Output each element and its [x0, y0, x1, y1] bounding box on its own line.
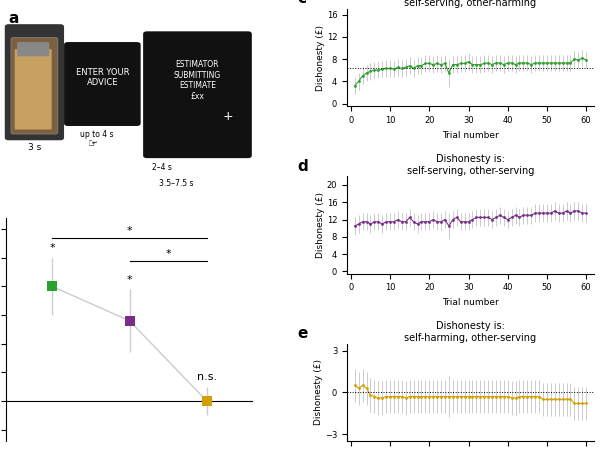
Text: a: a: [8, 11, 19, 26]
Text: e: e: [298, 326, 308, 341]
Text: d: d: [298, 159, 308, 174]
X-axis label: Trial number: Trial number: [442, 298, 499, 307]
Y-axis label: Dishonesty (£): Dishonesty (£): [314, 360, 323, 425]
Title: Dishonesty is:
self-harming, other-serving: Dishonesty is: self-harming, other-servi…: [404, 321, 536, 343]
Title: Dishonesty is:
self-serving, other-serving: Dishonesty is: self-serving, other-servi…: [407, 154, 534, 176]
FancyBboxPatch shape: [17, 42, 49, 56]
Text: *: *: [127, 226, 133, 236]
Text: ESTIMATOR
SUBMITTING
ESTIMATE
£xx: ESTIMATOR SUBMITTING ESTIMATE £xx: [174, 60, 221, 100]
Text: up to 4 s: up to 4 s: [80, 130, 113, 140]
Text: 3.5–7.5 s: 3.5–7.5 s: [159, 179, 194, 188]
Text: +: +: [223, 110, 233, 123]
FancyBboxPatch shape: [143, 32, 252, 158]
X-axis label: Trial number: Trial number: [442, 130, 499, 140]
Y-axis label: Dishonesty (£): Dishonesty (£): [316, 25, 325, 90]
Text: c: c: [298, 0, 307, 6]
Text: ENTER YOUR
ADVICE: ENTER YOUR ADVICE: [76, 68, 129, 87]
Text: *: *: [50, 243, 55, 253]
Text: *: *: [166, 249, 171, 259]
Y-axis label: Dishonesty (£): Dishonesty (£): [316, 192, 325, 258]
Title: Dishonesty is:
self-serving, other-harming: Dishonesty is: self-serving, other-harmi…: [404, 0, 536, 8]
FancyBboxPatch shape: [14, 49, 52, 130]
Text: 2–4 s: 2–4 s: [152, 162, 172, 171]
FancyBboxPatch shape: [5, 24, 64, 140]
FancyBboxPatch shape: [64, 42, 140, 126]
Text: *: *: [127, 274, 133, 285]
Text: ☞: ☞: [88, 140, 98, 149]
FancyBboxPatch shape: [11, 38, 58, 134]
Text: n.s.: n.s.: [197, 372, 217, 382]
Text: 3 s: 3 s: [28, 143, 41, 152]
